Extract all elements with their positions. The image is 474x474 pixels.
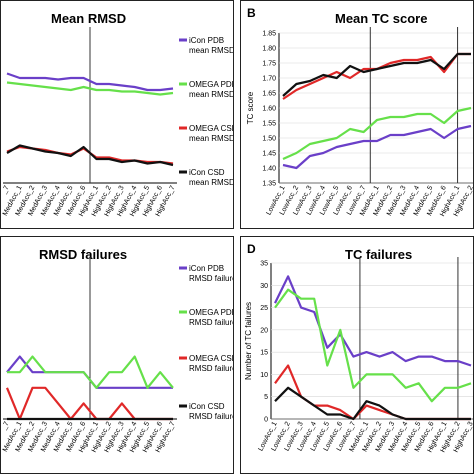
y-tick-label: 1.50 bbox=[262, 136, 276, 143]
panel-mean-rmsd: Mean RMSD _7 MedAcc_1 MedAcc_2 MedAcc_3 MedA… bbox=[0, 0, 234, 229]
series-line-icon-csd bbox=[282, 52, 471, 97]
y-tick-label: 35 bbox=[260, 261, 268, 268]
y-tick-label: 10 bbox=[260, 372, 268, 379]
legend-label: mean RMSD bbox=[189, 134, 233, 143]
chart-mean-rmsd: Mean RMSD _7MedAcc_1MedAcc_2MedAcc_3MedA… bbox=[1, 11, 233, 218]
y-tick-label: 1.35 bbox=[262, 181, 276, 188]
x-tick-label: _7 bbox=[1, 421, 11, 432]
chart-title: Mean RMSD bbox=[51, 11, 126, 26]
y-tick-label: 5 bbox=[264, 394, 268, 401]
series-line-omega-pdb-mean-rmsd bbox=[6, 81, 174, 96]
y-tick-label: 0 bbox=[264, 417, 268, 424]
y-tick-label: 1.80 bbox=[262, 46, 276, 53]
chart-rmsd-failures: RMSD failures _7MedAcc_1MedAcc_2MedAcc_3… bbox=[1, 247, 233, 454]
legend-label: mean RMSD bbox=[189, 178, 233, 187]
y-tick-label: 1.85 bbox=[262, 31, 276, 38]
panel-tc-failures: D TC failures 0 5 10 15 20 25 30 35 LowAcc_1 LowA… bbox=[240, 236, 474, 474]
y-axis-label: TC score bbox=[246, 91, 255, 124]
chart-mean-tc-score: B Mean TC score 1.35 1.40 1.45 1.50 1.55 1.60… bbox=[246, 6, 473, 218]
series-line-omega-csd bbox=[282, 52, 471, 100]
legend-label: RMSD failures bbox=[189, 364, 233, 373]
y-tick-label: 1.75 bbox=[262, 61, 276, 68]
legend-label: mean RMSD bbox=[189, 90, 233, 99]
legend-label: iCon CSD bbox=[189, 402, 225, 411]
y-tick-label: 1.70 bbox=[262, 76, 276, 83]
series-line-icon-pdb bbox=[282, 124, 472, 170]
series-line-omega-pdb bbox=[274, 288, 472, 403]
legend-label: OMEGA PDB bbox=[189, 308, 233, 317]
panel-letter: D bbox=[247, 242, 256, 256]
panel-letter: B bbox=[247, 6, 256, 20]
y-tick-label: 1.60 bbox=[262, 106, 276, 113]
legend-label: RMSD failures bbox=[189, 274, 233, 283]
legend-label: mean RMSD bbox=[189, 46, 233, 55]
y-tick-label: 1.65 bbox=[262, 91, 276, 98]
legend-label: iCon CSD bbox=[189, 168, 225, 177]
series-line-icon-csd bbox=[274, 386, 471, 421]
legend-label: iCon PDB bbox=[189, 264, 224, 273]
chart-title: RMSD failures bbox=[39, 247, 127, 262]
series-line-icon-csd-mean-rmsd bbox=[6, 144, 174, 167]
panel-mean-tc-score: B Mean TC score 1.35 1.40 1.45 1.50 1.55 1.60… bbox=[240, 0, 474, 229]
chart-title: TC failures bbox=[345, 247, 412, 262]
series-line-omega-pdb-rmsd-failures bbox=[7, 355, 174, 389]
legend-label: RMSD failures bbox=[189, 318, 233, 327]
y-tick-label: 30 bbox=[260, 283, 268, 290]
legend-label: RMSD failures bbox=[189, 412, 233, 421]
y-axis-label: Number of TC failures bbox=[244, 302, 253, 380]
y-tick-label: 1.40 bbox=[262, 166, 276, 173]
legend-label: OMEGA CSD bbox=[189, 354, 233, 363]
legend-label: iCon PDB bbox=[189, 36, 224, 45]
x-tick-label: _7 bbox=[1, 185, 11, 196]
series-line-omega-pdb bbox=[282, 106, 472, 161]
legend-label: OMEGA PDB bbox=[189, 80, 233, 89]
y-tick-label: 15 bbox=[260, 350, 268, 357]
y-tick-label: 1.55 bbox=[262, 121, 276, 128]
y-tick-label: 25 bbox=[260, 305, 268, 312]
legend-label: OMEGA CSD bbox=[189, 124, 233, 133]
series-line-icon-pdb-mean-rmsd bbox=[6, 72, 174, 92]
y-tick-label: 1.45 bbox=[262, 151, 276, 158]
series-line-icon-pdb bbox=[274, 275, 472, 367]
panel-rmsd-failures: RMSD failures _7 MedAcc_1 MedAcc_2 MedAcc_3… bbox=[0, 236, 234, 474]
chart-tc-failures: D TC failures 05101520253035LowAcc_1LowA… bbox=[244, 242, 473, 454]
chart-title: Mean TC score bbox=[335, 11, 427, 26]
y-tick-label: 20 bbox=[260, 327, 268, 334]
